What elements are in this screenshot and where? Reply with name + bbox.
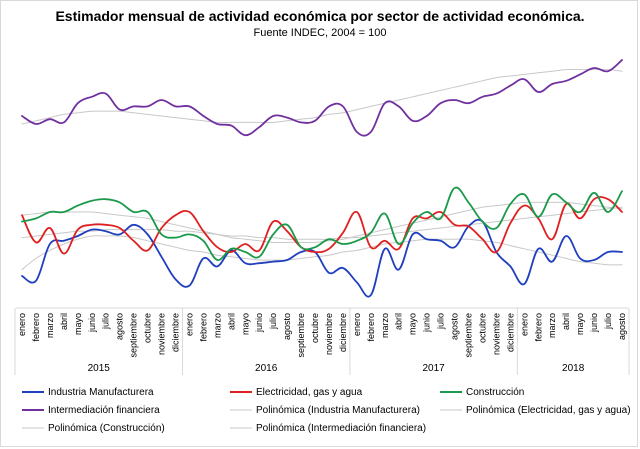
- x-tick-label: enero: [17, 313, 27, 336]
- x-tick-label: julio: [101, 313, 111, 330]
- x-tick-label: junio: [87, 313, 97, 333]
- year-label: 2017: [423, 363, 446, 374]
- x-tick-label: enero: [352, 313, 362, 336]
- x-tick-label: noviembre: [157, 313, 167, 355]
- legend-label: Polinómica (Industria Manufacturera): [256, 405, 420, 416]
- legend-label: Industria Manufacturera: [48, 387, 154, 398]
- x-tick-label: marzo: [547, 313, 557, 338]
- x-tick-label: marzo: [45, 313, 55, 338]
- x-tick-label: mayo: [73, 313, 83, 335]
- x-tick-label: septiembre: [464, 313, 474, 358]
- legend-label: Construcción: [466, 387, 524, 398]
- x-tick-label: abril: [394, 313, 404, 330]
- x-tick-label: julio: [603, 313, 613, 330]
- x-tick-label: enero: [519, 313, 529, 336]
- x-tick-label: febrero: [31, 313, 41, 342]
- x-tick-label: enero: [184, 313, 194, 336]
- legend: Industria Manufacturera Electricidad, gas…: [22, 387, 631, 434]
- x-tick-label: octubre: [310, 313, 320, 343]
- x-tick-label: junio: [589, 313, 599, 333]
- series-line-polin-mica-intermediaci-n-financiera: [21, 68, 623, 125]
- year-labels: 2015 2016 2017 2018: [88, 363, 585, 374]
- x-tick-label: agosto: [617, 313, 627, 340]
- x-tick-label: diciembre: [338, 313, 348, 352]
- x-tick-label: mayo: [240, 313, 250, 335]
- series-line-intermediaci-n-financiera: [21, 59, 623, 137]
- x-tick-label: marzo: [380, 313, 390, 338]
- x-tick-label: octubre: [143, 313, 153, 343]
- x-tick-label: septiembre: [296, 313, 306, 358]
- x-tick-label: agosto: [282, 313, 292, 340]
- chart-title: Estimador mensual de actividad económica…: [55, 8, 585, 24]
- year-label: 2015: [88, 363, 111, 374]
- x-tick-label: marzo: [212, 313, 222, 338]
- x-tick-label: septiembre: [129, 313, 139, 358]
- x-tick-label: mayo: [408, 313, 418, 335]
- x-tick-label: agosto: [450, 313, 460, 340]
- chart-subtitle: Fuente INDEC, 2004 = 100: [253, 27, 387, 39]
- x-tick-label: abril: [59, 313, 69, 330]
- series-line-construcci-n: [21, 186, 623, 261]
- series-line-polin-mica-construcci-n: [21, 201, 623, 244]
- x-tick-label: diciembre: [505, 313, 515, 352]
- x-tick-label: abril: [226, 313, 236, 330]
- x-tick-label: abril: [561, 313, 571, 330]
- x-tick-label: diciembre: [170, 313, 180, 352]
- x-tick-label: julio: [268, 313, 278, 330]
- x-tick-label: mayo: [575, 313, 585, 335]
- x-tick-label: febrero: [198, 313, 208, 342]
- series-line-polin-mica-industria-manufacturera: [21, 235, 623, 271]
- x-tick-label: junio: [422, 313, 432, 333]
- series-line-polin-mica-electricidad-gas-y-agua: [21, 206, 623, 240]
- x-tick-label: noviembre: [324, 313, 334, 355]
- legend-label: Intermediación financiera: [48, 405, 160, 416]
- x-tick-label: julio: [436, 313, 446, 330]
- legend-label: Polinómica (Intermediación financiera): [256, 423, 426, 434]
- series-line-electricidad-gas-y-agua: [21, 196, 623, 255]
- x-tick-label: febrero: [366, 313, 376, 342]
- year-separators: [14, 307, 630, 375]
- year-label: 2018: [562, 363, 585, 374]
- x-tick-label: junio: [254, 313, 264, 333]
- series-lines: [21, 59, 623, 298]
- legend-label: Polinómica (Construcción): [48, 423, 165, 434]
- x-tick-label: febrero: [533, 313, 543, 342]
- legend-label: Electricidad, gas y agua: [256, 387, 363, 398]
- series-line-industria-manufacturera: [21, 218, 623, 298]
- x-tick-label: noviembre: [491, 313, 501, 355]
- legend-label: Polinómica (Electricidad, gas y agua): [466, 405, 631, 416]
- x-tick-label: octubre: [477, 313, 487, 343]
- x-tick-label: agosto: [115, 313, 125, 340]
- year-label: 2016: [255, 363, 278, 374]
- x-tick-labels: enero febrero marzo abril mayo junio julio agos…: [17, 313, 627, 358]
